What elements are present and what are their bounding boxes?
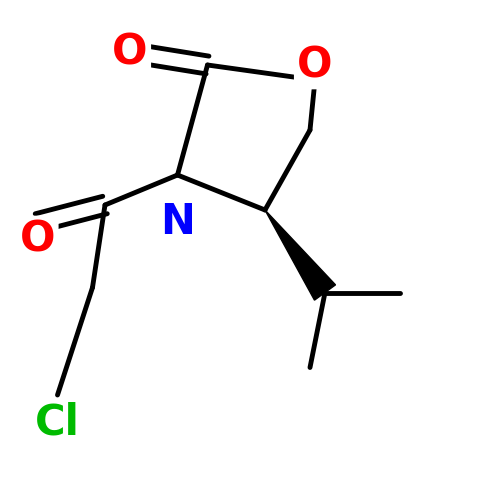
Text: O: O <box>112 32 148 74</box>
Text: Cl: Cl <box>35 402 80 444</box>
Text: N: N <box>160 202 195 243</box>
Polygon shape <box>265 210 336 300</box>
Text: O: O <box>297 44 333 86</box>
Text: O: O <box>20 219 55 261</box>
